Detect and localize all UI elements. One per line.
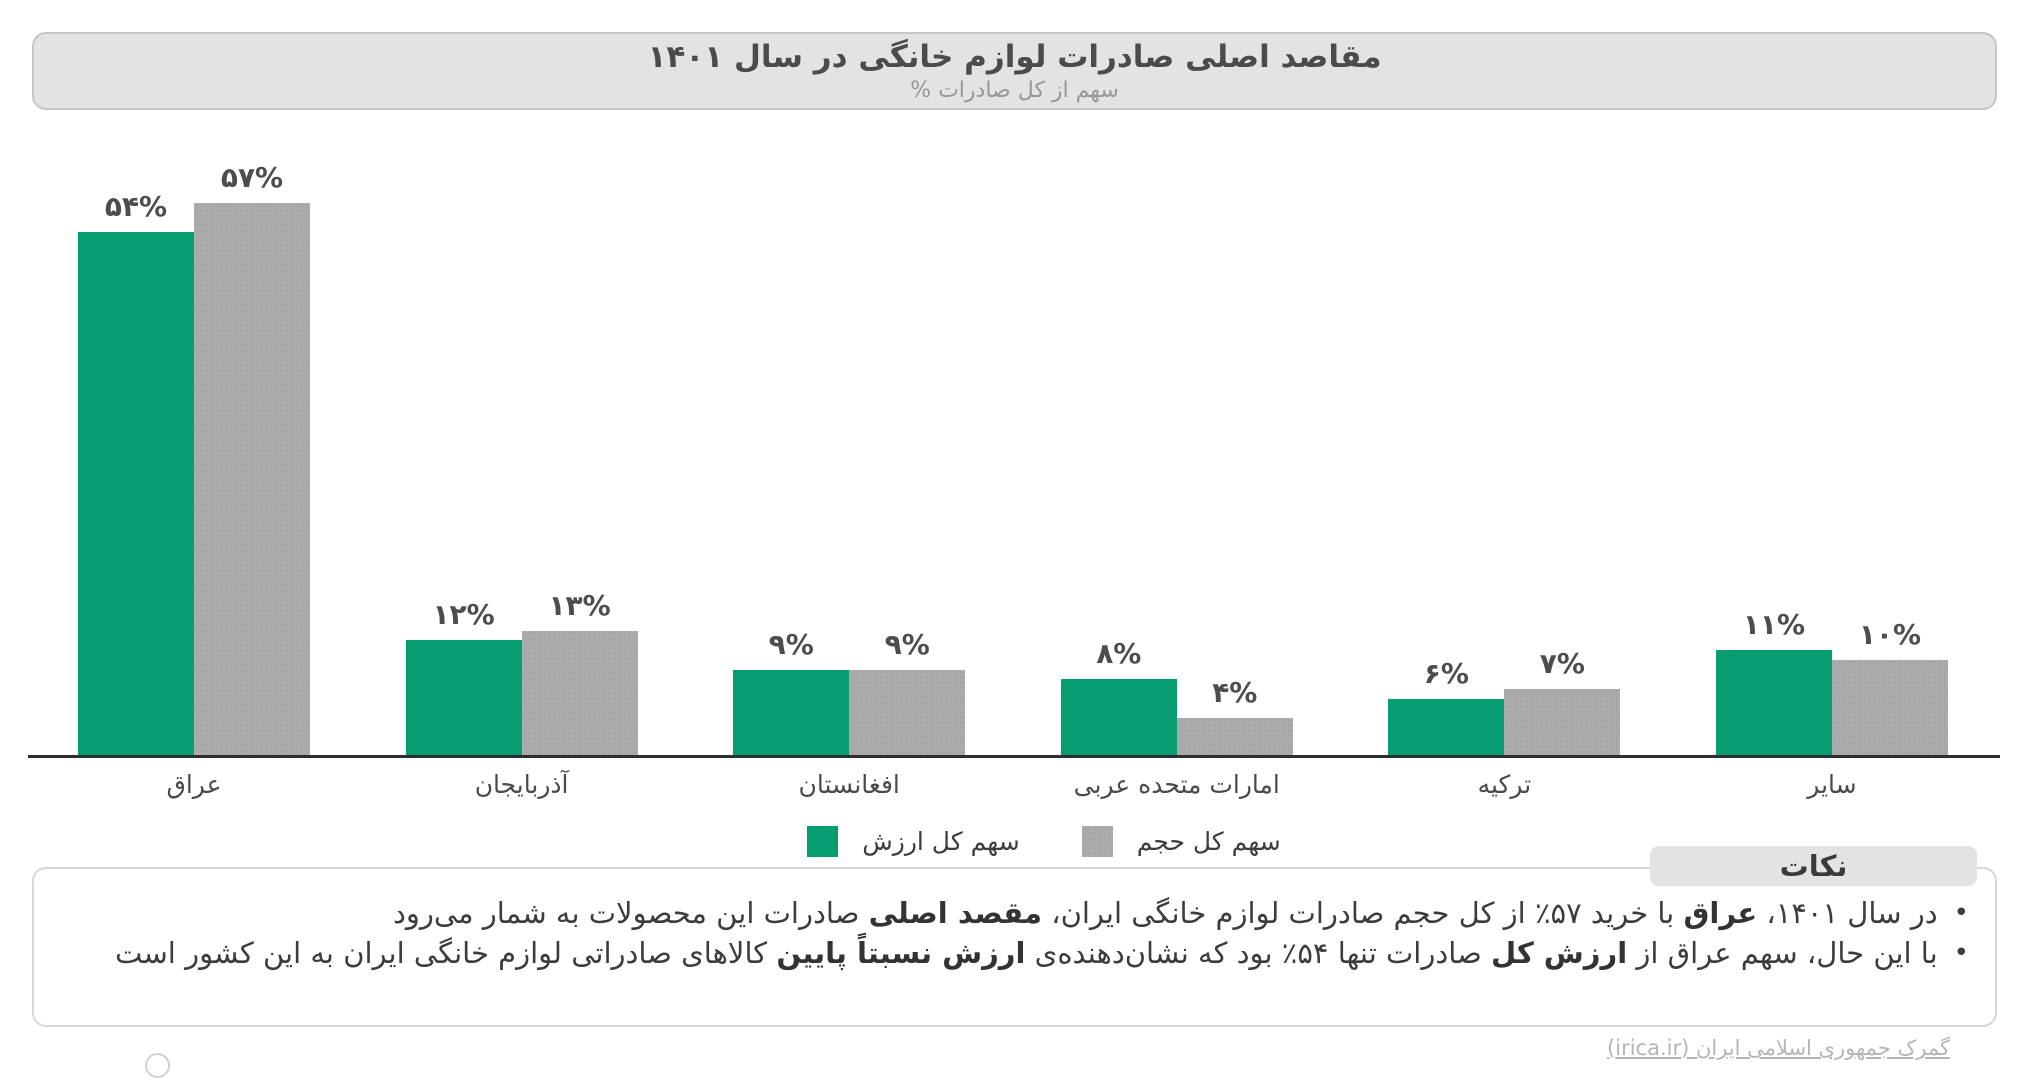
- volume-share-bar[interactable]: ۵۷%: [194, 161, 310, 757]
- x-axis-category-label: امارات متحده عربی: [1073, 770, 1280, 799]
- bar-value-label: ۹%: [884, 627, 930, 661]
- x-axis-line: [28, 755, 2000, 758]
- note-text: در سال ۱۴۰۱، عراق با خرید ۵۷٪ از کل حجم …: [392, 896, 1938, 930]
- chart-legend: سهم کل ارزش سهم کل حجم: [30, 826, 2028, 857]
- chart-subtitle: سهم از کل صادرات %: [910, 78, 1119, 104]
- bullet-icon: •: [1953, 898, 1969, 928]
- volume-share-bar[interactable]: ۱۰%: [1831, 618, 1948, 757]
- bullet-icon: •: [1953, 938, 1969, 969]
- legend-item-value-share[interactable]: سهم کل ارزش: [807, 826, 1020, 857]
- bar-group: ۵۴% ۵۷%: [78, 161, 310, 757]
- partial-circle-decoration-icon: [145, 1053, 170, 1078]
- bar-value-label: ۵۷%: [220, 160, 284, 194]
- bar-group: ۹% ۹%: [733, 628, 966, 757]
- x-axis-category-label: آذربایجان: [474, 770, 569, 799]
- value-share-bar[interactable]: ۶%: [1388, 657, 1505, 757]
- x-axis-category-label: ترکیه: [1477, 770, 1532, 799]
- bar-group: ۱۲% ۱۳%: [405, 589, 638, 757]
- value-share-bar[interactable]: ۵۴%: [78, 190, 194, 757]
- legend-label-volume-share: سهم کل حجم: [1136, 827, 1281, 856]
- value-share-bar[interactable]: ۸%: [1060, 637, 1177, 757]
- bar-value-label: ۴%: [1212, 676, 1258, 710]
- volume-share-bar[interactable]: ۴%: [1176, 676, 1293, 757]
- legend-item-volume-share[interactable]: سهم کل حجم: [1081, 826, 1281, 857]
- x-axis-category-label: سایر: [1807, 770, 1857, 799]
- source-link[interactable]: گمرک جمهوری اسلامی ایران (irica.ir): [1607, 1036, 1950, 1060]
- value-share-bar[interactable]: ۱۱%: [1715, 608, 1832, 757]
- bar-value-label: ۸%: [1096, 637, 1142, 671]
- x-axis-category-labels: عراق آذربایجان افغانستان امارات متحده عربی ت…: [30, 770, 1998, 799]
- note-text: با این حال، سهم عراق از ارزش کل صادرات ت…: [115, 936, 1938, 971]
- bar-value-label: ۱۲%: [432, 598, 495, 632]
- value-series-swatch-icon: [807, 826, 839, 857]
- bar-value-label: ۷%: [1539, 646, 1585, 680]
- bar-value-label: ۹%: [768, 627, 814, 661]
- bar-group: ۶% ۷%: [1388, 647, 1621, 757]
- x-axis-category-label: افغانستان: [798, 770, 900, 799]
- note-item: • با این حال، سهم عراق از ارزش کل صادرات …: [60, 933, 1969, 973]
- legend-label-value-share: سهم کل ارزش: [862, 827, 1020, 856]
- bar-group: ۸% ۴%: [1060, 637, 1293, 757]
- bar-value-label: ۶%: [1423, 656, 1469, 690]
- bar-value-label: ۱۰%: [1858, 617, 1922, 651]
- x-axis-category-label: عراق: [166, 770, 222, 799]
- volume-share-bar[interactable]: ۷%: [1504, 647, 1621, 757]
- value-share-bar[interactable]: ۹%: [733, 628, 850, 757]
- note-item: • در سال ۱۴۰۱، عراق با خرید ۵۷٪ از کل حجم…: [60, 893, 1969, 933]
- notes-list: • در سال ۱۴۰۱، عراق با خرید ۵۷٪ از کل حجم…: [34, 869, 1995, 1025]
- chart-title: مقاصد اصلی صادرات لوازم خانگی در سال ۱۴۰…: [647, 38, 1382, 75]
- notes-header-tab: نکات: [1650, 846, 1977, 886]
- bar-group: ۱۱% ۱۰%: [1715, 608, 1948, 757]
- bar-value-label: ۱۳%: [548, 588, 611, 622]
- value-share-bar[interactable]: ۱۲%: [405, 598, 522, 757]
- bar-chart-plot-area: ۵۴% ۵۷% ۱۲% ۱۳% ۹% ۹% ۸% ۴% ۶% ۷% ۱۱% ۱۰%: [30, 140, 1998, 757]
- volume-share-bar[interactable]: ۱۳%: [521, 589, 638, 757]
- volume-share-bar[interactable]: ۹%: [849, 628, 966, 757]
- bar-value-label: ۱۱%: [1742, 608, 1806, 642]
- bar-value-label: ۵۴%: [104, 190, 168, 224]
- chart-title-box: مقاصد اصلی صادرات لوازم خانگی در سال ۱۴۰…: [32, 32, 1997, 110]
- notes-panel: • در سال ۱۴۰۱، عراق با خرید ۵۷٪ از کل حجم…: [32, 867, 1997, 1027]
- volume-series-swatch-icon: [1081, 826, 1113, 857]
